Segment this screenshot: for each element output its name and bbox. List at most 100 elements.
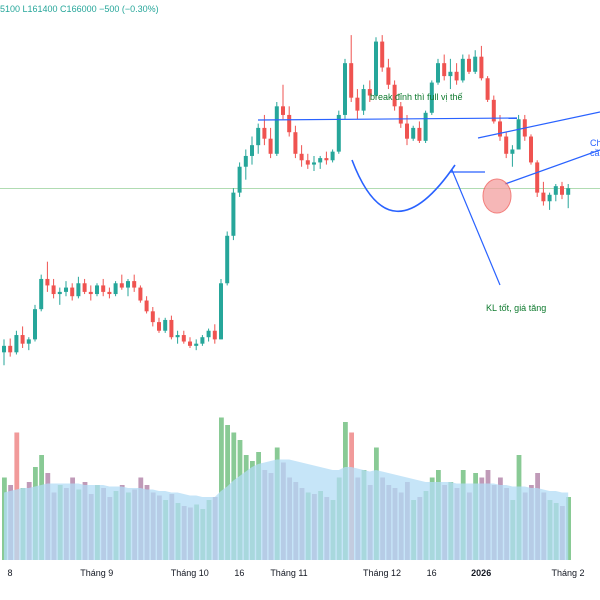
candle-body <box>479 56 484 79</box>
candle-body <box>398 106 403 124</box>
annotation-layer: break đỉnh thì full vị thế KL tốt, giá tă… <box>257 92 600 313</box>
breakout-highlight <box>482 178 512 214</box>
candle-body <box>138 287 143 301</box>
candle-body <box>355 97 360 111</box>
candle-body <box>45 278 50 286</box>
x-tick-label: Tháng 2 <box>551 568 584 578</box>
candle-body <box>380 41 385 68</box>
candle-body <box>343 63 347 115</box>
candle-body <box>485 78 490 100</box>
candle-body <box>126 281 130 288</box>
candle-body <box>82 283 87 292</box>
candle-body <box>157 322 161 331</box>
candle-body <box>262 127 267 139</box>
volume-ma-area <box>4 459 569 560</box>
annotation-cut-bottom: cầ <box>590 148 600 158</box>
candle-body <box>76 283 81 297</box>
candle-body <box>64 287 68 292</box>
note-pointer-top <box>477 111 600 139</box>
note-pointer-bottom <box>504 149 600 185</box>
x-tick-label: 2026 <box>471 568 491 578</box>
x-tick-label: 16 <box>234 568 244 578</box>
annotation-break-peak: break đỉnh thì full vị thế <box>370 92 463 102</box>
candle-body <box>144 300 149 312</box>
candle-body <box>448 71 453 77</box>
candle-body <box>281 106 285 115</box>
candle-body <box>243 155 248 167</box>
resistance-line <box>257 117 518 121</box>
candle-body <box>256 127 261 146</box>
candle-body <box>39 278 44 310</box>
candle-body <box>150 311 155 323</box>
candle-body <box>516 119 521 150</box>
candle-body <box>8 345 13 353</box>
candle-body <box>510 149 515 154</box>
x-tick-label: Tháng 9 <box>80 568 113 578</box>
x-tick-label: Tháng 10 <box>171 568 209 578</box>
candle-body <box>175 335 180 338</box>
cup-curve <box>351 159 456 213</box>
candle-body <box>405 123 409 139</box>
candle-body <box>268 138 273 154</box>
candle-body <box>541 192 546 202</box>
candle-body <box>51 285 56 295</box>
candle-body <box>132 281 137 288</box>
candle-body <box>361 89 366 111</box>
candle-body <box>553 186 558 195</box>
candle-body <box>318 158 323 163</box>
candle-body <box>504 136 509 154</box>
candle-body <box>101 285 106 292</box>
candle-body <box>324 158 329 161</box>
volume-bar <box>219 417 224 560</box>
candle-body <box>374 41 378 96</box>
candle-body <box>529 136 533 163</box>
x-tick-label: 8 <box>7 568 12 578</box>
candle-body <box>200 337 205 344</box>
candle-body <box>70 287 75 297</box>
candle-body <box>454 71 459 81</box>
candle-body <box>274 106 279 154</box>
candle-body <box>237 166 242 193</box>
ohlc-readout: 5100 L161400 C166000 −500 (−0.30%) <box>0 4 159 14</box>
candle-body <box>225 235 230 284</box>
candle-body <box>305 160 310 165</box>
candle-body <box>442 63 447 77</box>
annotation-volume-note: KL tốt, giá tăng <box>486 303 546 313</box>
volume-panel <box>2 417 571 560</box>
volume-callout-line <box>451 169 501 286</box>
candle-body <box>293 132 298 154</box>
candle-body <box>491 99 496 122</box>
x-tick-label: 16 <box>427 568 437 578</box>
candle-body <box>181 335 186 342</box>
price-panel <box>0 35 600 366</box>
candle-body <box>169 319 174 338</box>
candle-body <box>473 56 478 72</box>
candle-body <box>330 151 335 161</box>
candle-body <box>113 283 118 295</box>
candle-body <box>429 82 434 113</box>
candle-body <box>312 162 316 165</box>
candle-body <box>467 58 471 72</box>
candle-body <box>26 339 31 344</box>
candle-body <box>417 127 422 141</box>
candle-body <box>392 84 397 107</box>
candle-body <box>119 283 124 288</box>
candle-body <box>14 335 19 353</box>
candle-body <box>212 330 217 340</box>
candle-body <box>194 343 199 346</box>
x-tick-label: Tháng 12 <box>363 568 401 578</box>
candle-body <box>287 114 292 133</box>
candle-body <box>163 319 168 331</box>
candle-body <box>219 283 223 340</box>
candle-body <box>2 345 6 353</box>
candle-body <box>20 335 25 344</box>
candle-body <box>367 89 372 96</box>
x-tick-label: Tháng 11 <box>270 568 307 578</box>
candle-body <box>560 186 564 195</box>
candle-body <box>535 162 540 193</box>
candle-body <box>498 121 502 137</box>
candle-body <box>566 188 571 195</box>
candle-body <box>250 145 254 156</box>
volume-bar <box>566 497 571 560</box>
